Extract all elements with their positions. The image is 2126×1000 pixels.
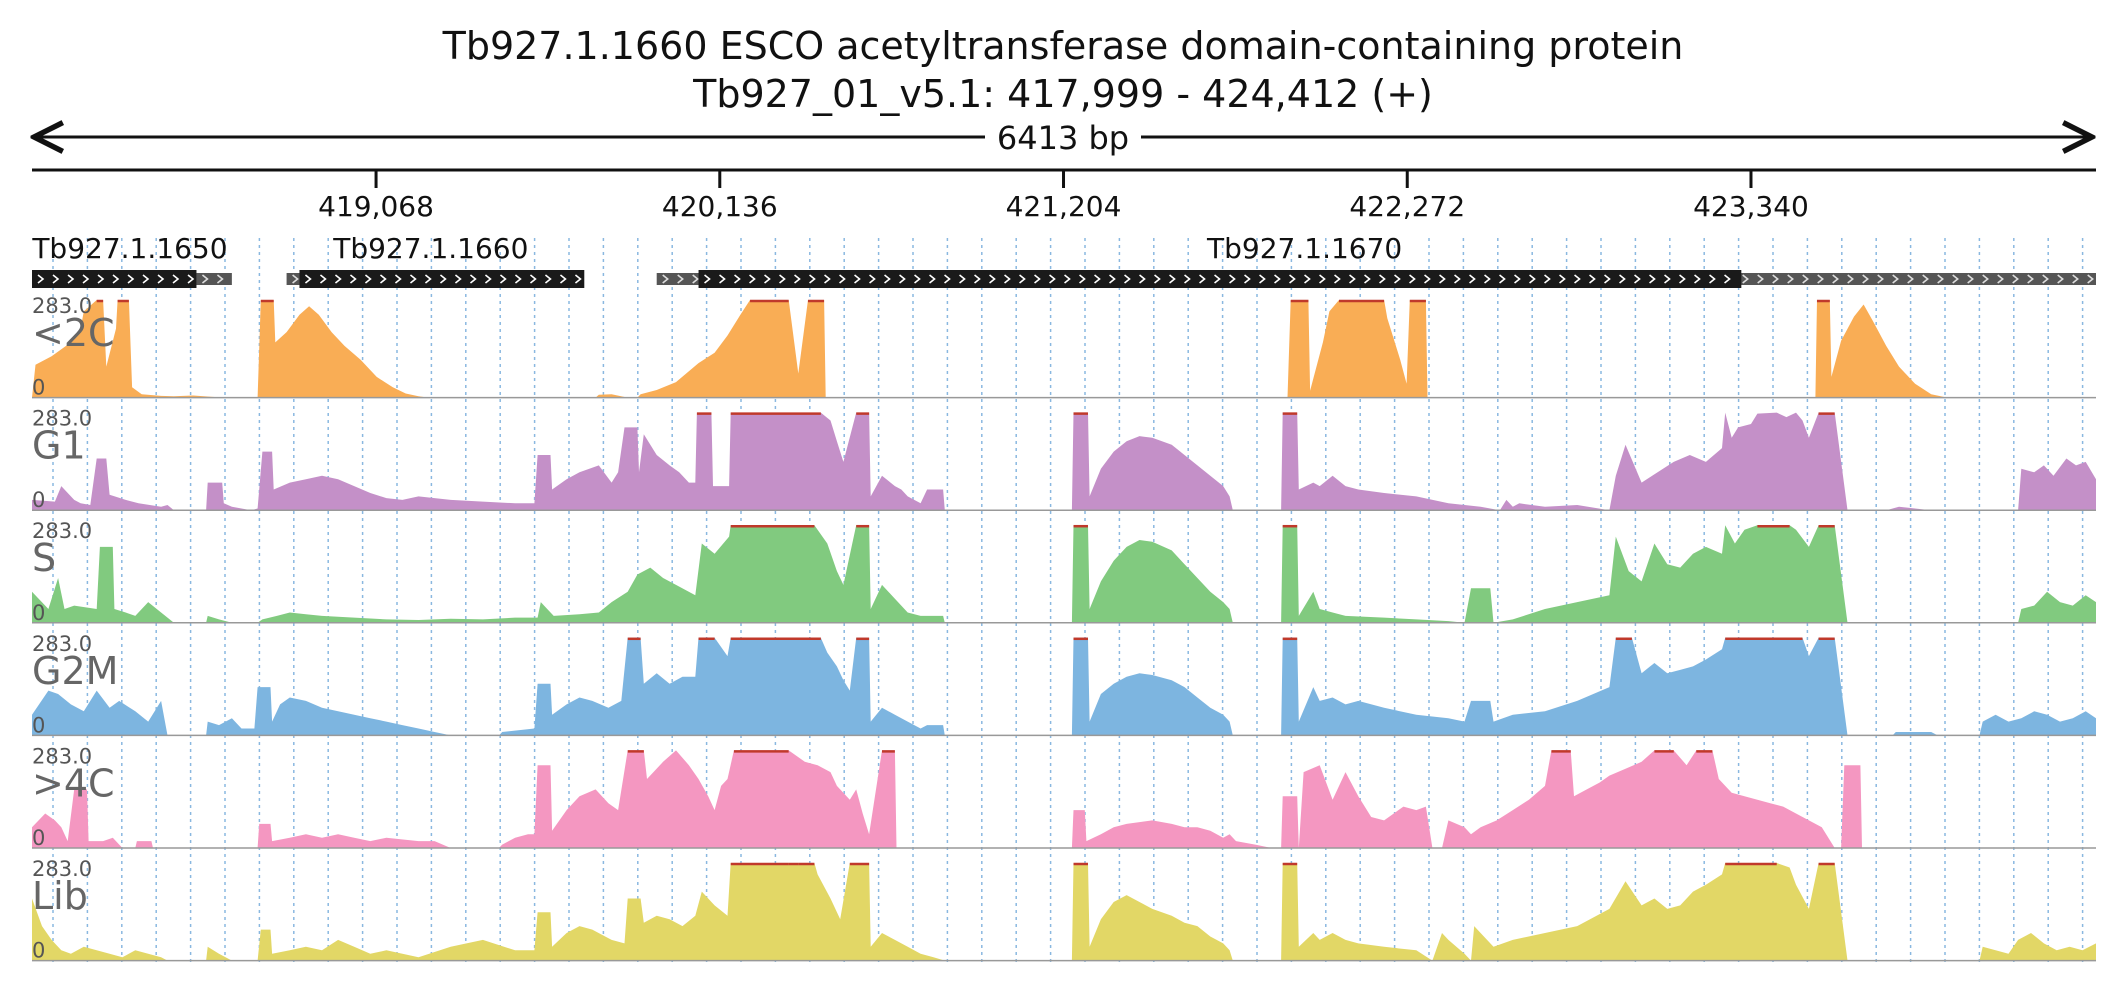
y-max-label: 283.0: [32, 632, 92, 656]
coordinate-axis: 419,068 420,136 421,204 422,272 423,340: [32, 168, 2096, 223]
y-min-label: 0: [32, 826, 45, 850]
coverage-area: [32, 637, 2096, 736]
y-max-label: 283.0: [32, 857, 92, 881]
gene-cds-chevrons: [704, 274, 1731, 284]
gene-track: Tb927.1.1650 Tb927.1.1660 Tb927.1.1670: [31, 232, 2096, 288]
gene-utr-chevrons: [201, 274, 224, 284]
chart-title: Tb927.1.1660 ESCO acetyltransferase doma…: [442, 24, 1684, 68]
track->4C: 283.0>4C 0: [32, 744, 2096, 850]
span-label: 6413 bp: [997, 119, 1129, 157]
y-min-label: 0: [32, 713, 45, 737]
track-name: S: [32, 536, 56, 580]
span-scale-bar: 6413 bp: [34, 118, 2092, 157]
y-max-label: 283.0: [32, 294, 92, 318]
span-label-bg: [985, 118, 1141, 156]
y-min-label: 0: [32, 488, 45, 512]
gene-utr-Tb927.1.1660: [286, 273, 300, 285]
gene-utr-chevrons: [292, 274, 299, 284]
track-G1: 283.0G1 0: [32, 407, 2096, 512]
gene-cds-Tb927.1.1650[interactable]: [32, 270, 197, 288]
track-<2C: 283.0<2C 0: [32, 294, 2096, 400]
track-name: Lib: [32, 874, 88, 918]
coverage-area: [32, 525, 2096, 623]
coverage-area: [32, 300, 1948, 398]
track-name: G1: [32, 424, 86, 468]
coverage-tracks: 283.0<2C0283.0G10283.0S0283.0G2M0283.0>4…: [32, 294, 2096, 963]
track-name: G2M: [32, 649, 118, 693]
axis-tick-label: 421,204: [1006, 190, 1122, 223]
gene-cds-Tb927.1.1660[interactable]: [299, 270, 585, 288]
y-min-label: 0: [32, 939, 45, 963]
gene-label: Tb927.1.1670: [1206, 232, 1402, 265]
gene-cds-chevrons: [37, 274, 195, 284]
track-S: 283.0S 0: [32, 519, 2096, 625]
gene-cds-chevrons: [304, 274, 582, 284]
y-min-label: 0: [32, 376, 45, 400]
coverage-area: [32, 750, 1862, 848]
axis-tick-label: 420,136: [662, 190, 778, 223]
gene-utr-Tb927.1.1650: [196, 273, 232, 285]
coverage-area: [32, 863, 2096, 961]
chart-subtitle: Tb927_01_v5.1: 417,999 - 424,412 (+): [693, 72, 1433, 116]
gene-label: Tb927.1.1650: [31, 232, 227, 265]
axis-tick-label: 423,340: [1693, 190, 1809, 223]
axis-tick-label: 422,272: [1349, 190, 1465, 223]
y-max-label: 283.0: [32, 407, 92, 431]
y-max-label: 283.0: [32, 744, 92, 768]
track-name: >4C: [32, 761, 115, 805]
track-name: <2C: [32, 311, 115, 355]
gene-label: Tb927.1.1660: [332, 232, 528, 265]
axis-tick-label: 419,068: [318, 190, 434, 223]
y-min-label: 0: [32, 601, 45, 625]
y-max-label: 283.0: [32, 519, 92, 543]
coverage-area: [32, 412, 2096, 511]
